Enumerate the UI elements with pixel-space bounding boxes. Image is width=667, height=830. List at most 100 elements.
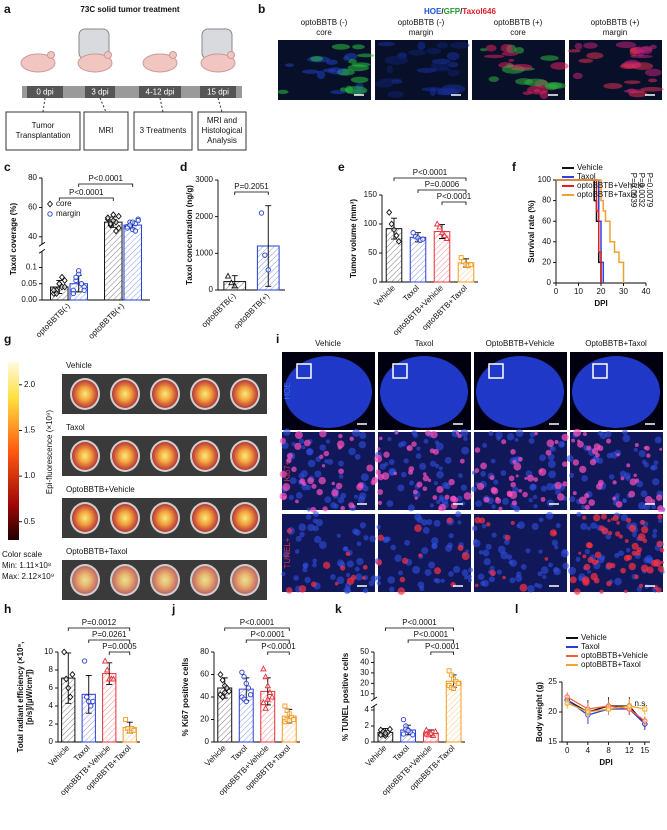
p-value: P<0.0001 (261, 642, 296, 651)
micrograph-texture (628, 90, 648, 98)
step-label: MRI (99, 126, 114, 135)
micrograph-texture (384, 55, 409, 65)
x-tick-label: 40 (642, 287, 651, 296)
y-tick-label: 40 (200, 692, 209, 701)
data-point (73, 274, 79, 280)
roi-box (488, 363, 504, 379)
nucleus (312, 558, 318, 564)
legend-label: Taxol (581, 642, 600, 651)
data-point (626, 703, 632, 709)
positive-cell (476, 482, 485, 491)
positive-cell (374, 454, 383, 463)
nucleus (398, 570, 404, 576)
nucleus (307, 523, 315, 532)
positive-cell (491, 487, 499, 495)
data-point (260, 665, 267, 672)
nucleus (448, 571, 454, 577)
nucleus (447, 542, 453, 549)
nucleus (354, 566, 360, 572)
positive-cell (446, 517, 453, 524)
y-tick-label: 10 (360, 689, 369, 698)
y-tick-label: 80 (200, 647, 209, 656)
micrograph-texture (285, 63, 294, 67)
data-point (90, 698, 96, 705)
positive-cell (511, 500, 518, 506)
micrograph-texture (416, 67, 437, 73)
y-tick-label: 2 (365, 721, 370, 730)
p-value: P=0.0006 (425, 180, 460, 189)
positive-cell (594, 551, 602, 559)
nucleus (422, 527, 430, 534)
nucleus (638, 450, 646, 458)
nucleus (419, 462, 427, 470)
positive-cell (612, 515, 619, 521)
nucleus (356, 541, 362, 547)
positive-cell (362, 564, 368, 570)
positive-cell (519, 583, 528, 592)
micrograph-texture (331, 43, 351, 50)
micrograph-texture (644, 68, 662, 77)
panel-letter: h (4, 602, 11, 616)
panel-letter: l (515, 602, 518, 616)
brain-section (380, 356, 468, 428)
nucleus (401, 471, 407, 478)
nucleus (434, 463, 440, 469)
micrograph-texture (540, 55, 559, 61)
positive-cell (377, 500, 383, 506)
positive-cell (279, 492, 288, 501)
data-point (258, 210, 265, 216)
nucleus (632, 532, 637, 538)
x-tick-label: optoBBTB(+) (232, 291, 271, 330)
positive-cell (623, 554, 631, 562)
positive-cell (408, 469, 414, 475)
data-point (228, 279, 235, 286)
positive-cell (455, 431, 460, 435)
nucleus (293, 575, 299, 581)
positive-cell (411, 441, 417, 447)
nucleus (569, 472, 575, 478)
nucleus (368, 580, 375, 587)
nucleus (423, 438, 429, 444)
nucleus (301, 445, 306, 450)
colorbar-tick-label: 0.5 (24, 517, 36, 526)
micrograph-texture (485, 44, 497, 52)
data-point (81, 658, 88, 664)
micrograph-texture (448, 61, 459, 68)
positive-cell (574, 588, 581, 595)
positive-cell (590, 572, 598, 581)
micrograph-texture (648, 78, 658, 83)
nucleus (342, 546, 348, 552)
micrograph-texture (436, 42, 449, 49)
mouse-icon (200, 53, 236, 73)
positive-cell (616, 453, 620, 457)
legend-label: core (56, 199, 72, 208)
nucleus (312, 511, 319, 518)
x-tick-label: optoBBTB+Taxol (420, 283, 469, 332)
nucleus (379, 463, 387, 470)
nucleus (539, 454, 546, 462)
positive-cell (302, 481, 307, 487)
nucleus (369, 535, 376, 543)
y-tick-label: 0 (205, 737, 210, 746)
positive-cell (377, 489, 384, 495)
tumor-signal (72, 442, 98, 470)
micrograph-texture (377, 41, 395, 47)
p-value: P<0.0001 (437, 192, 472, 201)
mouse-icon (20, 53, 56, 73)
positive-cell (644, 496, 653, 504)
x-tick-label: 15 (640, 746, 649, 755)
data-point (262, 704, 269, 711)
mouse-ear (227, 51, 235, 59)
nucleus (482, 549, 490, 557)
positive-cell (600, 513, 607, 520)
p-value: P<0.0001 (402, 618, 437, 627)
legend-label: optoBBTB+Taxol (577, 190, 637, 199)
positive-cell (582, 515, 587, 520)
p-value: P<0.0001 (425, 642, 460, 651)
nucleus (404, 539, 410, 546)
positive-cell (634, 443, 639, 448)
nucleus (542, 574, 547, 580)
data-point (61, 648, 68, 656)
positive-cell (401, 557, 409, 564)
step-label: Transplantation (16, 131, 71, 140)
